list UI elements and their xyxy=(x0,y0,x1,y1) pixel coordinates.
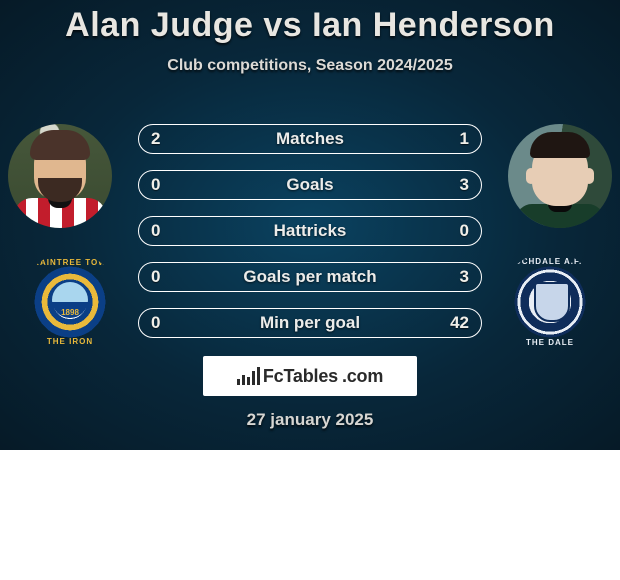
stat-right-value: 42 xyxy=(441,313,469,333)
page-title: Alan Judge vs Ian Henderson xyxy=(0,0,620,45)
brand-badge: FcTables.com xyxy=(203,356,417,396)
subtitle: Club competitions, Season 2024/2025 xyxy=(0,57,620,75)
crest2-top-text: ROCHDALE A.F.C. xyxy=(500,257,600,266)
crest1-bottom-text: THE IRON xyxy=(20,337,120,346)
stat-right-value: 3 xyxy=(441,267,469,287)
stat-right-value: 3 xyxy=(441,175,469,195)
stat-label: Goals xyxy=(286,175,333,195)
stat-row: 0 Goals per match 3 xyxy=(138,262,482,292)
stats-block: 2 Matches 1 0 Goals 3 0 Hattricks 0 0 Go… xyxy=(138,124,482,354)
stat-label: Goals per match xyxy=(243,267,376,287)
player1-name: Alan Judge xyxy=(65,6,253,44)
stat-left-value: 0 xyxy=(151,221,179,241)
stat-right-value: 0 xyxy=(441,221,469,241)
player1-club-crest: BRAINTREE TOWN 1898 THE IRON xyxy=(20,252,120,352)
vs-text: vs xyxy=(263,6,302,44)
player2-club-crest: ROCHDALE A.F.C. THE DALE xyxy=(500,252,600,352)
stat-right-value: 1 xyxy=(441,129,469,149)
stat-row: 0 Min per goal 42 xyxy=(138,308,482,338)
chart-icon xyxy=(237,367,259,385)
stat-row: 0 Goals 3 xyxy=(138,170,482,200)
crest2-bottom-text: THE DALE xyxy=(500,338,600,347)
stat-left-value: 2 xyxy=(151,129,179,149)
player2-name: Ian Henderson xyxy=(312,6,555,44)
stat-left-value: 0 xyxy=(151,175,179,195)
stat-row: 0 Hattricks 0 xyxy=(138,216,482,246)
comparison-card: Alan Judge vs Ian Henderson Club competi… xyxy=(0,0,620,450)
crest1-top-text: BRAINTREE TOWN xyxy=(20,258,120,267)
stat-label: Matches xyxy=(276,129,344,149)
stat-left-value: 0 xyxy=(151,313,179,333)
brand-name: FcTables xyxy=(263,366,338,387)
stat-label: Hattricks xyxy=(274,221,347,241)
stat-left-value: 0 xyxy=(151,267,179,287)
crest1-year: 1898 xyxy=(20,308,120,317)
player2-avatar xyxy=(508,124,612,228)
brand-tld: .com xyxy=(342,366,383,387)
stat-row: 2 Matches 1 xyxy=(138,124,482,154)
date-label: 27 january 2025 xyxy=(0,410,620,430)
player1-avatar xyxy=(8,124,112,228)
stat-label: Min per goal xyxy=(260,313,360,333)
